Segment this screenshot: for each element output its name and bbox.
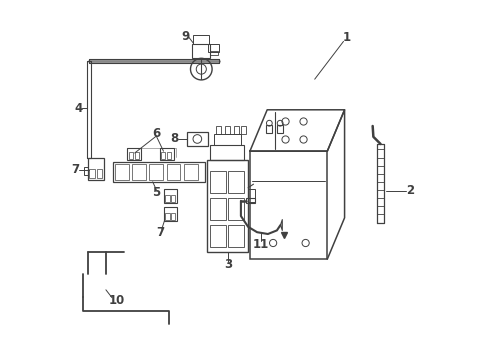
Bar [113, 162, 204, 182]
Bar [208, 44, 219, 52]
Bar [167, 152, 171, 159]
Bar [233, 126, 238, 134]
Bar [246, 198, 255, 203]
Bar [209, 171, 225, 193]
Text: 2: 2 [405, 184, 413, 197]
Bar [83, 167, 88, 175]
Text: 10: 10 [108, 294, 124, 307]
Bar [192, 44, 210, 58]
Bar [193, 35, 209, 44]
Bar [266, 125, 272, 132]
Bar [206, 160, 247, 252]
Text: 7: 7 [71, 163, 79, 176]
Bar [224, 126, 229, 134]
Bar [210, 145, 244, 160]
Bar [115, 164, 128, 180]
Text: 8: 8 [170, 132, 178, 145]
Text: 5: 5 [152, 186, 160, 199]
Text: 3: 3 [224, 258, 232, 271]
Bar [228, 198, 244, 220]
Text: 6: 6 [152, 127, 160, 140]
Bar [277, 125, 283, 132]
Bar [186, 132, 207, 146]
Text: 1: 1 [343, 31, 350, 44]
Bar [249, 151, 326, 259]
Bar [166, 164, 180, 180]
Text: 7: 7 [156, 226, 163, 239]
Text: 4: 4 [74, 102, 82, 114]
Bar [241, 126, 245, 134]
Bar [209, 198, 225, 220]
Text: 9: 9 [181, 30, 189, 42]
Bar [171, 195, 175, 202]
Bar [171, 213, 175, 220]
Bar [163, 207, 177, 221]
Bar [160, 148, 174, 160]
Bar [228, 225, 244, 247]
Bar [127, 148, 141, 160]
Bar [209, 225, 225, 247]
Bar [163, 189, 177, 203]
Bar [247, 189, 255, 202]
Text: 11: 11 [252, 238, 268, 251]
Bar [161, 152, 165, 159]
Bar [88, 158, 104, 180]
Bar [96, 169, 102, 178]
Bar [183, 164, 197, 180]
Bar [210, 51, 217, 55]
Bar [135, 152, 139, 159]
Bar [215, 126, 220, 134]
Bar [149, 164, 163, 180]
Bar [164, 195, 169, 202]
Bar [164, 213, 169, 220]
Bar [213, 134, 241, 145]
Bar [129, 152, 133, 159]
Bar [89, 169, 95, 178]
Bar [132, 164, 145, 180]
Bar [228, 171, 244, 193]
